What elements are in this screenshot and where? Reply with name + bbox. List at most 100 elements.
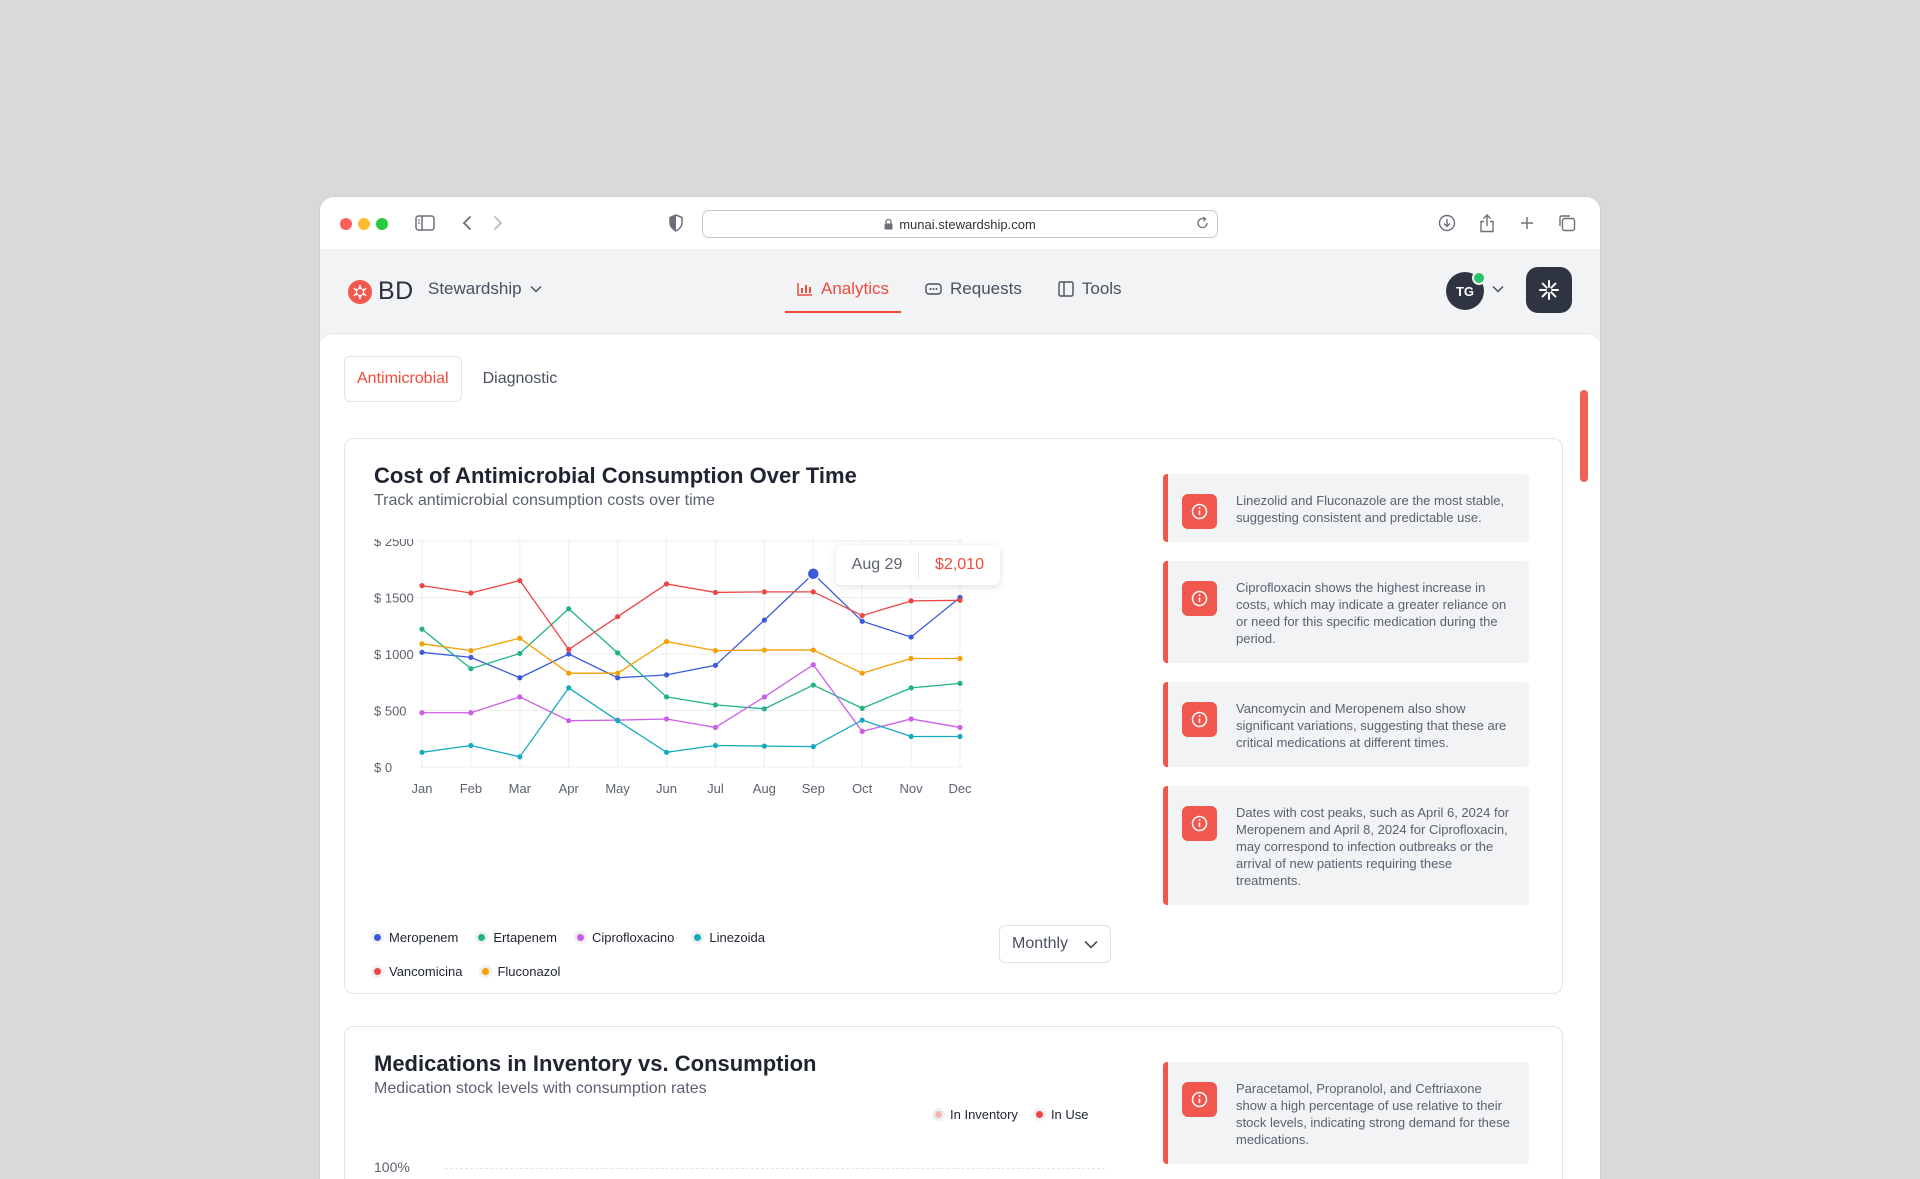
card-title: Cost of Antimicrobial Consumption Over T… bbox=[374, 463, 857, 488]
chevron-down-icon bbox=[530, 285, 542, 293]
sidebar-toggle-icon[interactable] bbox=[413, 211, 437, 235]
browser-toolbar: munai.stewardship.com bbox=[320, 197, 1600, 250]
data-point bbox=[517, 650, 523, 657]
data-point bbox=[517, 577, 523, 584]
data-point bbox=[419, 710, 425, 716]
new-tab-icon[interactable] bbox=[1515, 211, 1539, 235]
nav-requests-label: Requests bbox=[950, 279, 1022, 298]
y-tick-label: $ 1000 bbox=[374, 647, 414, 662]
nav-tools[interactable]: Tools bbox=[1046, 269, 1134, 309]
x-tick-label: Jan bbox=[412, 781, 433, 796]
data-point bbox=[957, 655, 963, 662]
minimize-window-button[interactable] bbox=[358, 218, 370, 230]
tooltip-value: $2,010 bbox=[935, 556, 984, 573]
back-icon[interactable] bbox=[455, 211, 479, 235]
close-window-button[interactable] bbox=[340, 218, 352, 230]
data-point bbox=[517, 635, 523, 641]
tab-diagnostic[interactable]: Diagnostic bbox=[482, 370, 558, 387]
zoom-window-button[interactable] bbox=[376, 218, 388, 230]
data-point bbox=[615, 675, 621, 681]
data-point bbox=[663, 694, 670, 700]
data-point bbox=[419, 749, 425, 755]
data-point bbox=[810, 589, 816, 595]
data-point bbox=[419, 641, 425, 647]
privacy-shield-icon[interactable] bbox=[664, 211, 688, 235]
legend-label: In Inventory bbox=[950, 1107, 1018, 1122]
data-point bbox=[712, 648, 719, 654]
address-bar[interactable]: munai.stewardship.com bbox=[702, 210, 1218, 238]
nav-requests[interactable]: Requests bbox=[913, 269, 1034, 309]
cost-line-chart: $ 0 $ 500 $ 1000 $ 1500 $ 2500 Jan Feb Mar Apr Ma… bbox=[374, 539, 972, 796]
chart-legend: Meropenem Ertapenem Ciprofloxacino Linezoid… bbox=[374, 920, 854, 988]
x-tick-label: Dec bbox=[948, 781, 972, 796]
legend-dot bbox=[576, 933, 584, 941]
info-icon bbox=[1182, 494, 1217, 529]
series-line-linezoida bbox=[421, 687, 960, 758]
legend-item-fluconazol[interactable]: Fluconazol bbox=[482, 954, 560, 988]
data-point bbox=[566, 646, 572, 653]
legend-item-meropenem[interactable]: Meropenem bbox=[374, 920, 458, 954]
y-tick-label: $ 500 bbox=[374, 704, 407, 719]
insight-card: Linezolid and Fluconazole are the most s… bbox=[1163, 474, 1529, 542]
insight-text: Dates with cost peaks, such as April 6, … bbox=[1236, 805, 1510, 888]
info-icon bbox=[1182, 581, 1217, 616]
logo[interactable]: BD bbox=[348, 277, 414, 306]
ai-assistant-button[interactable] bbox=[1526, 267, 1572, 313]
data-point bbox=[810, 744, 816, 750]
x-tick-label: Aug bbox=[753, 781, 776, 796]
legend-item-linezoida[interactable]: Linezoida bbox=[694, 920, 765, 954]
legend-item-ertapenem[interactable]: Ertapenem bbox=[478, 920, 557, 954]
data-point bbox=[908, 634, 914, 640]
data-point bbox=[908, 598, 914, 604]
x-tick-label: Apr bbox=[559, 781, 580, 796]
share-icon[interactable] bbox=[1475, 211, 1499, 235]
layout-icon bbox=[1058, 281, 1074, 297]
insight-card: Vancomycin and Meropenem also show signi… bbox=[1163, 682, 1529, 767]
data-point bbox=[517, 754, 523, 760]
insight-text: Paracetamol, Propranolol, and Ceftriaxon… bbox=[1236, 1081, 1510, 1147]
card-subtitle: Track antimicrobial consumption costs ov… bbox=[374, 492, 715, 509]
legend-item-vancomicina[interactable]: Vancomicina bbox=[374, 954, 462, 988]
data-point bbox=[810, 647, 816, 653]
data-point bbox=[663, 672, 670, 678]
period-select[interactable]: Monthly bbox=[999, 925, 1111, 963]
nav-analytics-label: Analytics bbox=[821, 279, 890, 298]
data-point bbox=[566, 651, 572, 657]
data-point bbox=[761, 706, 767, 712]
data-point bbox=[761, 743, 767, 749]
data-point bbox=[566, 606, 572, 612]
nav-analytics[interactable]: Analytics bbox=[785, 269, 902, 313]
forward-icon[interactable] bbox=[486, 211, 510, 235]
data-point bbox=[908, 716, 914, 722]
legend-dot bbox=[482, 967, 490, 975]
data-point bbox=[468, 710, 474, 716]
legend-dot bbox=[374, 967, 381, 975]
data-point bbox=[663, 638, 670, 645]
data-point bbox=[566, 670, 572, 676]
data-point bbox=[566, 718, 572, 724]
data-point bbox=[761, 647, 767, 653]
legend-item-ciprofloxacino[interactable]: Ciprofloxacino bbox=[576, 920, 674, 954]
chevron-down-icon bbox=[1084, 940, 1098, 949]
data-point bbox=[908, 655, 914, 662]
card-subtitle: Medication stock levels with consumption… bbox=[374, 1080, 707, 1097]
scrollbar[interactable] bbox=[1580, 390, 1588, 482]
x-tick-label: Sep bbox=[802, 781, 825, 796]
period-select-value: Monthly bbox=[1012, 935, 1069, 952]
reload-icon[interactable] bbox=[1196, 216, 1209, 230]
data-point bbox=[615, 670, 621, 676]
info-icon bbox=[1182, 702, 1217, 737]
data-point bbox=[810, 682, 816, 688]
product-switcher[interactable]: Stewardship bbox=[428, 279, 542, 299]
legend-in-inventory: In Inventory bbox=[935, 1107, 1018, 1122]
tab-overview-icon[interactable] bbox=[1555, 211, 1579, 235]
bar-chart-icon bbox=[797, 283, 812, 296]
tab-antimicrobial[interactable]: Antimicrobial bbox=[344, 356, 462, 402]
app-header: BD Stewardship Analytics Requests Tools … bbox=[320, 249, 1600, 333]
data-point bbox=[663, 581, 670, 587]
legend-label: Ertapenem bbox=[493, 929, 557, 945]
series-line-vancomicina bbox=[421, 579, 961, 651]
chevron-down-icon[interactable] bbox=[1492, 285, 1504, 293]
downloads-icon[interactable] bbox=[1435, 211, 1459, 235]
data-point bbox=[419, 649, 425, 655]
